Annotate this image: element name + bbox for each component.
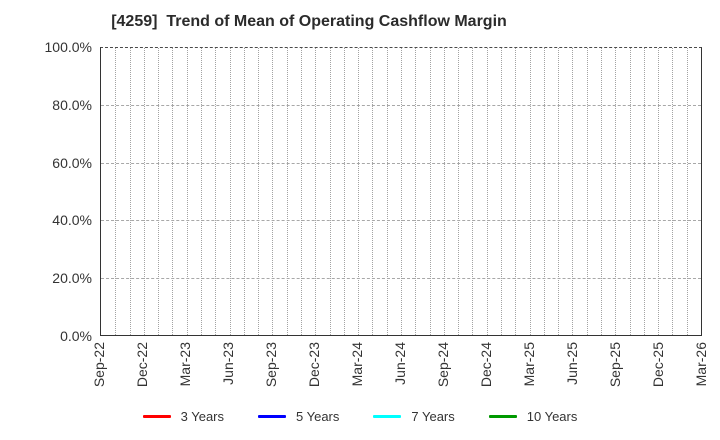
vertical-gridline <box>686 48 688 335</box>
x-tick-label: Dec-24 <box>478 342 494 388</box>
y-tick-label: 40.0% <box>52 212 92 229</box>
vertical-gridline <box>615 48 617 335</box>
vertical-gridline <box>543 48 545 335</box>
x-tick-label: Dec-25 <box>650 342 666 388</box>
vertical-gridline <box>558 48 560 335</box>
vertical-gridline <box>315 48 317 335</box>
vertical-gridline <box>143 48 145 335</box>
legend-label: 7 Years <box>411 408 455 424</box>
vertical-gridline <box>443 48 445 335</box>
horizontal-gridline <box>101 105 701 107</box>
legend: 3 Years 5 Years 7 Years 10 Years <box>0 406 720 426</box>
vertical-gridline <box>158 48 160 335</box>
vertical-gridline <box>215 48 217 335</box>
y-tick-label: 60.0% <box>52 154 92 171</box>
legend-item-5-years: 5 Years <box>258 409 339 424</box>
legend-item-3-years: 3 Years <box>142 408 224 424</box>
vertical-gridline <box>386 48 388 335</box>
horizontal-gridline <box>101 277 701 279</box>
vertical-gridline <box>258 48 260 335</box>
vertical-gridline <box>401 48 402 335</box>
vertical-gridline <box>515 48 517 335</box>
y-tick-label: 0.0% <box>60 328 92 344</box>
vertical-gridline <box>501 48 502 335</box>
legend-item-7-years: 7 Years <box>373 408 455 424</box>
vertical-gridline <box>643 48 645 335</box>
vertical-gridline <box>415 48 417 335</box>
x-tick-label: Jun-23 <box>220 342 236 385</box>
vertical-gridline <box>186 48 188 335</box>
legend-item-10-years: 10 Years <box>488 408 578 424</box>
y-tick-label: 100.0% <box>44 39 92 55</box>
vertical-gridline <box>172 48 174 335</box>
vertical-gridline <box>658 48 660 335</box>
vertical-gridline <box>458 48 460 335</box>
x-tick-label: Mar-25 <box>521 342 537 387</box>
legend-line-icon <box>488 414 517 418</box>
vertical-gridline <box>243 48 245 335</box>
plot-area <box>100 47 702 336</box>
vertical-gridline <box>115 48 117 335</box>
x-tick-label: Dec-23 <box>306 342 322 388</box>
legend-line-icon <box>258 414 286 418</box>
vertical-gridline <box>343 48 345 335</box>
x-tick-label: Jun-24 <box>392 342 408 385</box>
vertical-gridline <box>358 48 360 335</box>
vertical-gridline <box>272 48 274 335</box>
vertical-gridline <box>586 48 588 335</box>
x-tick-label: Sep-24 <box>435 342 451 388</box>
x-tick-label: Mar-24 <box>349 342 365 387</box>
legend-line-icon <box>373 414 402 418</box>
x-tick-label: Jun-25 <box>564 342 580 385</box>
y-tick-label: 80.0% <box>52 96 92 113</box>
vertical-gridline <box>486 48 488 335</box>
x-tick-label: Sep-23 <box>263 342 279 388</box>
legend-line-icon <box>142 414 171 418</box>
x-tick-label: Sep-25 <box>607 342 623 388</box>
x-tick-label: Sep-22 <box>91 342 107 388</box>
vertical-gridline <box>301 48 302 335</box>
horizontal-gridline <box>101 162 701 164</box>
vertical-gridline <box>601 48 602 335</box>
legend-label: 5 Years <box>296 408 340 424</box>
y-tick-label: 20.0% <box>52 270 92 287</box>
vertical-gridline <box>629 48 631 335</box>
vertical-gridline <box>372 48 374 335</box>
vertical-gridline <box>572 48 574 335</box>
x-tick-label: Mar-26 <box>693 342 709 387</box>
vertical-gridline <box>672 48 674 335</box>
vertical-gridline <box>201 48 202 335</box>
x-tick-label: Dec-22 <box>134 342 150 388</box>
vertical-gridline <box>472 48 474 335</box>
vertical-gridline <box>329 48 331 335</box>
chart-title: [4259] Trend of Mean of Operating Cashfl… <box>111 13 507 30</box>
legend-label: 3 Years <box>180 408 224 424</box>
vertical-gridline <box>429 48 431 335</box>
vertical-gridline <box>529 48 531 335</box>
legend-label: 10 Years <box>526 408 578 424</box>
vertical-gridline <box>286 48 288 335</box>
horizontal-gridline <box>101 220 701 222</box>
vertical-gridline <box>229 48 231 335</box>
vertical-gridline <box>129 48 131 335</box>
x-tick-label: Mar-23 <box>177 342 193 387</box>
